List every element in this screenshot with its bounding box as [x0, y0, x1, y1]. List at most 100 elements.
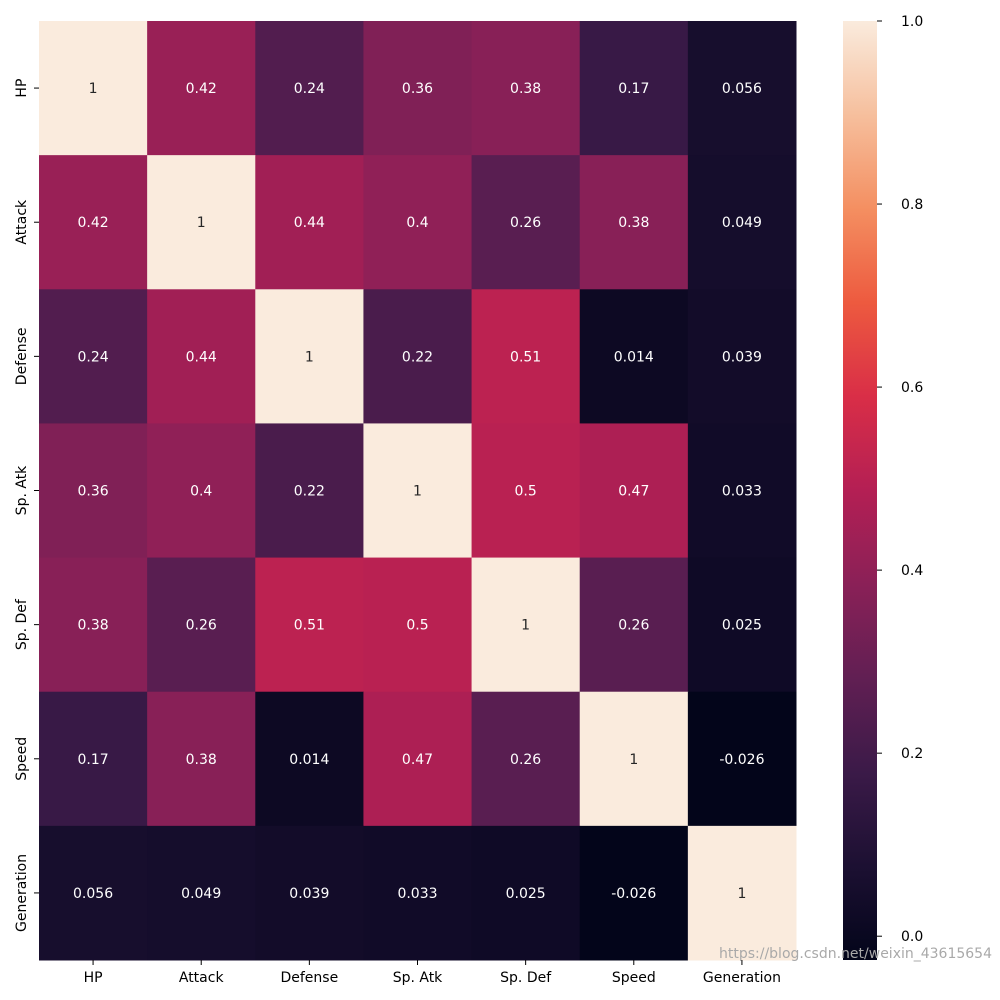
heatmap-cell	[147, 691, 256, 827]
heatmap-cell	[255, 423, 364, 559]
heatmap-cell	[363, 557, 473, 693]
heatmap-cell	[255, 825, 364, 961]
heatmap-cell	[255, 21, 364, 156]
cell-value-label: 0.056	[73, 886, 113, 902]
heatmap-cell	[147, 557, 256, 693]
cell-value-label: 0.38	[510, 81, 541, 97]
heatmap-cell	[471, 557, 581, 693]
cell-value-label: 1	[737, 886, 746, 902]
cell-value-label: 1	[413, 484, 422, 500]
cell-value-label: 0.025	[506, 886, 546, 902]
cell-value-label: 0.4	[406, 215, 428, 231]
x-tick-label: Speed	[612, 970, 656, 986]
colorbar-tick-label: 0.2	[901, 746, 923, 762]
y-tick-label: Sp. Def	[14, 598, 30, 650]
heatmap-cell	[687, 691, 797, 827]
cell-value-label: 0.056	[722, 81, 762, 97]
colorbar	[843, 21, 877, 960]
heatmap-cell	[687, 155, 797, 290]
heatmap-cell	[687, 557, 797, 693]
heatmap-cell	[687, 423, 797, 559]
heatmap-cell	[363, 691, 473, 827]
heatmap-cell	[255, 155, 364, 290]
cell-value-label: 0.36	[402, 81, 433, 97]
heatmap-cell	[363, 289, 473, 424]
cell-value-label: 0.22	[294, 484, 325, 500]
cell-value-label: 1	[305, 349, 314, 365]
heatmap-cell	[39, 825, 148, 961]
cell-value-label: 0.033	[722, 484, 762, 500]
heatmap-cell	[471, 21, 581, 156]
cell-value-label: 0.4	[190, 484, 212, 500]
heatmap-cell	[363, 155, 473, 290]
heatmap-cell	[579, 825, 689, 961]
colorbar-ticks: 0.0 0.2 0.4 0.6 0.8 1.0	[877, 14, 923, 945]
cell-value-label: 0.049	[181, 886, 221, 902]
cell-value-label: 0.44	[186, 349, 217, 365]
colorbar-tick-label: 1.0	[901, 14, 923, 30]
cell-value-label: -0.026	[611, 886, 656, 902]
y-axis-ticks: HP Attack Defense Sp. Atk Sp. Def Speed Genera…	[14, 79, 39, 932]
heatmap-cell	[471, 155, 581, 290]
cell-value-label: 0.26	[510, 215, 541, 231]
cell-value-label: 0.36	[77, 484, 108, 500]
cell-value-label: 0.38	[77, 618, 108, 634]
heatmap-cell	[363, 825, 473, 961]
cell-value-label: 0.014	[614, 349, 654, 365]
heatmap-cell	[147, 21, 256, 156]
cell-value-label: 0.47	[618, 484, 649, 500]
colorbar-tick-label: 0.6	[901, 380, 923, 396]
heatmap-cell	[39, 155, 148, 290]
y-tick-label: Attack	[14, 199, 30, 245]
x-tick-label: Attack	[179, 970, 225, 986]
x-tick-label: Generation	[703, 970, 781, 986]
heatmap-cell	[39, 289, 148, 424]
heatmap-cell	[471, 825, 581, 961]
x-axis-ticks: HP Attack Defense Sp. Atk Sp. Def Speed Genera…	[84, 960, 781, 986]
cell-value-label: 1	[521, 618, 530, 634]
heatmap-cell	[687, 825, 797, 961]
cell-value-label: 0.47	[402, 752, 433, 768]
heatmap-cell	[579, 21, 689, 156]
cell-value-label: 1	[89, 81, 98, 97]
cell-value-label: -0.026	[719, 752, 764, 768]
heatmap-cell	[579, 691, 689, 827]
cell-value-label: 0.26	[186, 618, 217, 634]
heatmap-cell	[39, 557, 148, 693]
heatmap-cell	[39, 691, 148, 827]
watermark-text: https://blog.csdn.net/weixin_43615654	[719, 946, 992, 962]
y-tick-label: Sp. Atk	[14, 465, 30, 515]
heatmap-cell	[579, 155, 689, 290]
cell-value-label: 0.24	[294, 81, 325, 97]
cell-value-label: 0.38	[618, 215, 649, 231]
cell-value-label: 0.26	[510, 752, 541, 768]
heatmap-cell	[363, 21, 473, 156]
heatmap-cells	[39, 21, 797, 961]
heatmap-cell	[579, 423, 689, 559]
heatmap-cell	[147, 155, 256, 290]
heatmap-cell	[687, 289, 797, 424]
x-tick-label: Sp. Def	[500, 970, 552, 986]
heatmap-cell	[147, 289, 256, 424]
heatmap-cell	[255, 557, 364, 693]
cell-value-label: 0.38	[186, 752, 217, 768]
cell-value-label: 0.42	[77, 215, 108, 231]
cell-value-label: 0.44	[294, 215, 325, 231]
colorbar-tick-label: 0.8	[901, 197, 923, 213]
heatmap-cell-labels: 1 0.42 0.24 0.36 0.38 0.17 0.056 0.42 1 0.44 0.4 0.…	[73, 81, 765, 902]
heatmap-cell	[363, 423, 473, 559]
heatmap-cell	[579, 557, 689, 693]
heatmap-cell	[471, 289, 581, 424]
colorbar-tick-label: 0.0	[901, 929, 923, 945]
cell-value-label: 0.22	[402, 349, 433, 365]
heatmap-cell	[39, 21, 148, 156]
cell-value-label: 0.17	[77, 752, 108, 768]
y-tick-label: Speed	[14, 737, 30, 781]
cell-value-label: 0.025	[722, 618, 762, 634]
heatmap-cell	[39, 423, 148, 559]
cell-value-label: 0.51	[510, 349, 541, 365]
y-tick-label: Defense	[14, 327, 30, 385]
y-tick-label: HP	[14, 79, 30, 98]
cell-value-label: 0.17	[618, 81, 649, 97]
